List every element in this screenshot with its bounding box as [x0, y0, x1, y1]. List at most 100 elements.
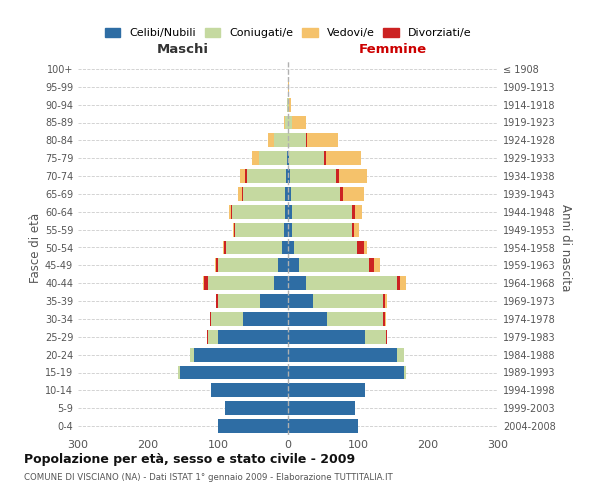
- Bar: [232, 205, 284, 219]
- Bar: [208, 330, 218, 344]
- Bar: [289, 151, 325, 165]
- Bar: [274, 276, 288, 290]
- Bar: [335, 169, 339, 183]
- Bar: [277, 258, 288, 272]
- Bar: [356, 240, 364, 254]
- Bar: [293, 240, 356, 254]
- Bar: [365, 330, 386, 344]
- Bar: [355, 205, 362, 219]
- Bar: [216, 258, 218, 272]
- Y-axis label: Anni di nascita: Anni di nascita: [559, 204, 572, 291]
- Bar: [288, 222, 292, 236]
- Y-axis label: Fasce di età: Fasce di età: [29, 212, 42, 282]
- Bar: [299, 258, 368, 272]
- Bar: [288, 312, 326, 326]
- Bar: [288, 384, 365, 398]
- Bar: [326, 312, 383, 326]
- Bar: [259, 151, 287, 165]
- Bar: [288, 187, 291, 201]
- Bar: [234, 222, 235, 236]
- Bar: [339, 169, 367, 183]
- Bar: [397, 276, 400, 290]
- Bar: [287, 151, 288, 165]
- Bar: [325, 151, 326, 165]
- Bar: [313, 294, 383, 308]
- Bar: [352, 222, 354, 236]
- Bar: [292, 116, 305, 130]
- Text: Femmine: Femmine: [359, 44, 427, 57]
- Bar: [326, 151, 361, 165]
- Text: COMUNE DI VISCIANO (NA) - Dati ISTAT 1° gennaio 2009 - Elaborazione TUTTITALIA.I: COMUNE DI VISCIANO (NA) - Dati ISTAT 1° …: [24, 472, 393, 482]
- Bar: [211, 384, 288, 398]
- Bar: [404, 366, 406, 380]
- Bar: [292, 222, 352, 236]
- Bar: [288, 205, 292, 219]
- Bar: [242, 312, 288, 326]
- Bar: [230, 205, 232, 219]
- Bar: [218, 330, 288, 344]
- Bar: [233, 222, 234, 236]
- Bar: [288, 366, 404, 380]
- Bar: [216, 294, 218, 308]
- Bar: [235, 222, 284, 236]
- Bar: [288, 258, 299, 272]
- Bar: [287, 98, 288, 112]
- Bar: [238, 187, 242, 201]
- Bar: [260, 294, 288, 308]
- Bar: [288, 348, 397, 362]
- Bar: [305, 276, 397, 290]
- Bar: [383, 312, 385, 326]
- Bar: [211, 312, 242, 326]
- Bar: [284, 205, 288, 219]
- Bar: [288, 80, 289, 94]
- Bar: [251, 151, 259, 165]
- Bar: [289, 98, 291, 112]
- Bar: [284, 116, 285, 130]
- Bar: [288, 151, 289, 165]
- Bar: [288, 419, 358, 433]
- Bar: [340, 187, 343, 201]
- Bar: [307, 134, 338, 147]
- Bar: [207, 330, 208, 344]
- Text: Popolazione per età, sesso e stato civile - 2009: Popolazione per età, sesso e stato civil…: [24, 452, 355, 466]
- Bar: [343, 187, 364, 201]
- Bar: [247, 169, 286, 183]
- Bar: [364, 240, 367, 254]
- Bar: [178, 366, 179, 380]
- Text: Maschi: Maschi: [157, 44, 209, 57]
- Bar: [354, 222, 359, 236]
- Bar: [284, 222, 288, 236]
- Bar: [215, 258, 216, 272]
- Bar: [203, 276, 204, 290]
- Bar: [385, 312, 386, 326]
- Bar: [288, 240, 293, 254]
- Bar: [385, 294, 388, 308]
- Bar: [285, 116, 288, 130]
- Bar: [288, 169, 290, 183]
- Bar: [225, 401, 288, 415]
- Legend: Celibi/Nubili, Coniugati/e, Vedovi/e, Divorziati/e: Celibi/Nubili, Coniugati/e, Vedovi/e, Di…: [105, 28, 471, 38]
- Bar: [274, 134, 288, 147]
- Bar: [290, 169, 335, 183]
- Bar: [224, 240, 226, 254]
- Bar: [218, 419, 288, 433]
- Bar: [291, 187, 340, 201]
- Bar: [400, 276, 406, 290]
- Bar: [209, 312, 211, 326]
- Bar: [383, 294, 385, 308]
- Bar: [368, 258, 374, 272]
- Bar: [288, 98, 289, 112]
- Bar: [285, 187, 288, 201]
- Bar: [288, 276, 305, 290]
- Bar: [218, 258, 277, 272]
- Bar: [288, 330, 365, 344]
- Bar: [374, 258, 380, 272]
- Bar: [229, 205, 230, 219]
- Bar: [179, 366, 288, 380]
- Bar: [218, 294, 260, 308]
- Bar: [240, 169, 245, 183]
- Bar: [386, 330, 387, 344]
- Bar: [305, 134, 307, 147]
- Bar: [288, 134, 305, 147]
- Bar: [288, 401, 355, 415]
